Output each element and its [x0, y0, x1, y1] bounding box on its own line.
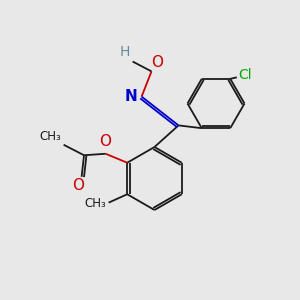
Text: O: O — [100, 134, 112, 149]
Text: CH₃: CH₃ — [40, 130, 61, 143]
Text: O: O — [72, 178, 84, 194]
Text: N: N — [124, 89, 137, 104]
Text: Cl: Cl — [239, 68, 252, 82]
Text: H: H — [120, 45, 130, 59]
Text: CH₃: CH₃ — [85, 197, 106, 210]
Text: O: O — [152, 55, 164, 70]
